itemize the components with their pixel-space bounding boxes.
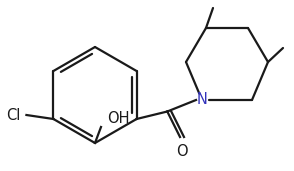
Text: OH: OH: [107, 111, 129, 126]
Text: Cl: Cl: [6, 108, 20, 122]
Text: O: O: [176, 144, 188, 159]
Text: N: N: [197, 93, 208, 108]
